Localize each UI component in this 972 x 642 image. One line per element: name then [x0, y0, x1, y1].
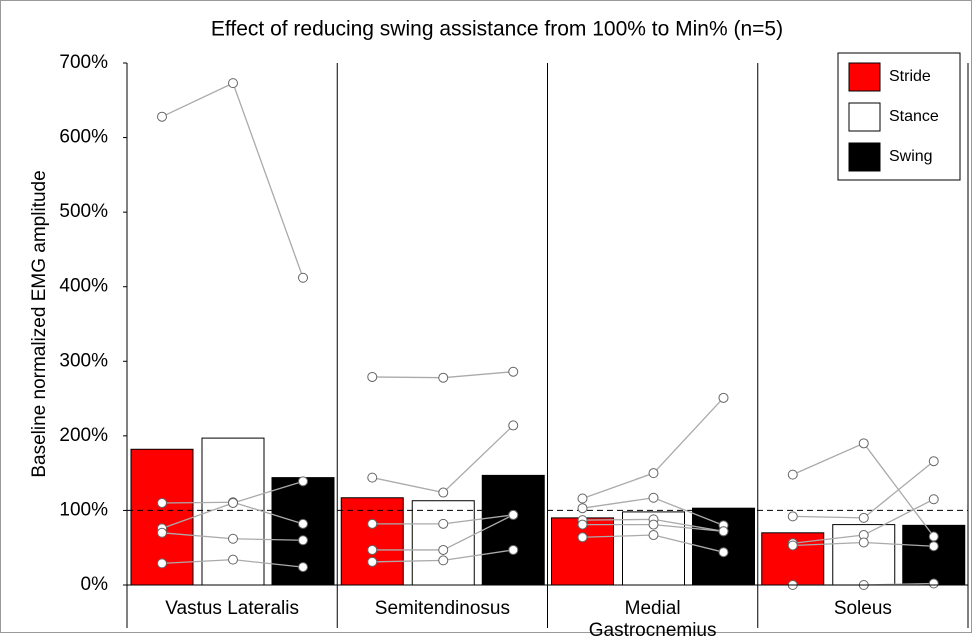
subject-point [928, 578, 939, 589]
subject-point [648, 519, 659, 530]
bar [411, 500, 475, 586]
subject-point [508, 366, 519, 377]
chart-title: Effect of reducing swing assistance from… [211, 18, 783, 41]
subject-point [157, 111, 167, 122]
subject-point [228, 554, 238, 565]
subject-point [298, 518, 308, 529]
subject-point [367, 518, 378, 529]
subject-point [648, 492, 659, 503]
subject-point [577, 532, 588, 543]
bar [481, 474, 545, 586]
subject-point [367, 544, 378, 555]
legend-swatch [848, 102, 881, 132]
subject-point [928, 456, 939, 467]
subject-point [577, 493, 588, 504]
subject-point [648, 530, 659, 541]
subject-point [157, 527, 167, 538]
subject-point [367, 371, 378, 382]
subject-point [508, 544, 519, 555]
legend-label: Swing [889, 148, 933, 165]
subject-point [438, 544, 449, 555]
subject-point [577, 503, 588, 514]
y-tick-label: 600% [59, 127, 108, 148]
subject-point [787, 540, 798, 551]
y-tick-label: 400% [59, 276, 108, 297]
subject-point [718, 547, 729, 558]
y-axis-label: Baseline normalized EMG amplitude [29, 170, 50, 477]
y-tick-label: 200% [59, 425, 108, 446]
subject-point [508, 420, 519, 431]
y-tick-label: 700% [59, 52, 108, 73]
subject-point [367, 556, 378, 567]
y-tick-label: 500% [59, 201, 108, 222]
subject-point [928, 494, 939, 505]
subject-point [787, 469, 798, 480]
subject-point [508, 509, 519, 520]
legend-swatch [848, 62, 881, 92]
subject-point [577, 519, 588, 530]
subject-point [928, 531, 939, 542]
x-tick-label: Soleus [833, 598, 892, 619]
subject-point [858, 438, 869, 449]
subject-line [161, 82, 304, 278]
legend-label: Stride [889, 68, 931, 85]
subject-line [582, 397, 724, 500]
subject-point [718, 526, 729, 537]
subject-point [928, 541, 939, 552]
subject-point [438, 487, 449, 498]
y-tick-label: 100% [59, 499, 108, 520]
x-tick-label: Medial Gastrocnemius [588, 598, 717, 641]
subject-point [438, 555, 449, 566]
subject-point [298, 562, 308, 573]
subject-point [157, 558, 167, 569]
subject-point [298, 476, 308, 487]
subject-point [157, 497, 167, 508]
y-tick-label: 0% [81, 574, 109, 595]
y-tick-label: 300% [59, 350, 108, 371]
subject-point [298, 535, 308, 546]
legend-label: Stance [889, 108, 939, 125]
subject-point [718, 392, 729, 403]
subject-point [228, 533, 238, 544]
subject-point [228, 78, 238, 89]
legend-swatch [848, 142, 881, 172]
subject-point [228, 497, 238, 508]
subject-point [367, 472, 378, 483]
bar [340, 497, 404, 586]
subject-point [438, 518, 449, 529]
subject-point [787, 511, 798, 522]
subject-point [858, 512, 869, 523]
subject-point [298, 272, 308, 283]
subject-point [438, 372, 449, 383]
subject-point [858, 537, 869, 548]
x-tick-label: Semitendinosus [374, 598, 510, 619]
x-tick-label: Vastus Lateralis [165, 598, 300, 619]
subject-point [648, 468, 659, 479]
